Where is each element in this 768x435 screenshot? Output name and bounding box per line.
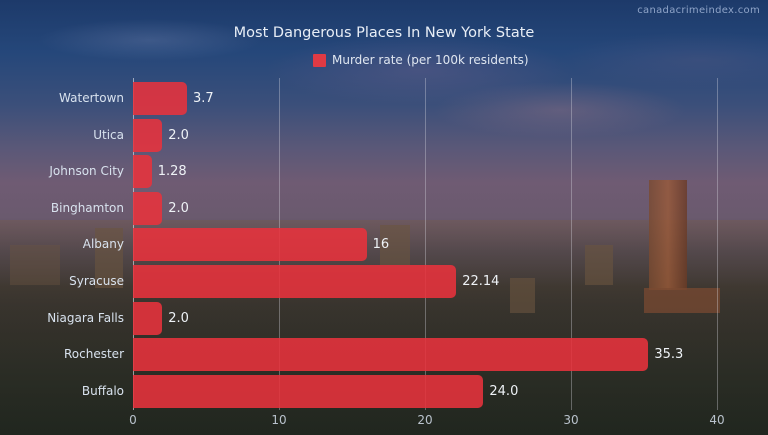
bar[interactable] xyxy=(133,82,188,115)
bar-value-label: 1.28 xyxy=(157,164,187,180)
category-label: Niagara Falls xyxy=(47,310,124,325)
background-building xyxy=(585,245,613,285)
background-tower-base xyxy=(644,288,720,313)
category-label: Watertown xyxy=(59,91,124,105)
bar[interactable] xyxy=(133,228,367,262)
x-tick-label: 0 xyxy=(129,413,137,427)
x-tick-label: 10 xyxy=(271,413,287,427)
background-building xyxy=(380,225,410,265)
background-tower xyxy=(649,180,687,290)
bar[interactable] xyxy=(133,155,152,189)
bar[interactable] xyxy=(133,374,484,408)
legend-label: Murder rate (per 100k residents) xyxy=(332,53,529,67)
category-label: Buffalo xyxy=(81,383,124,398)
category-label: Utica xyxy=(93,127,124,142)
background-building xyxy=(95,228,123,288)
bar[interactable] xyxy=(133,301,163,335)
category-label: Binghamton xyxy=(50,200,124,215)
bar-value-label: 2.0 xyxy=(168,127,189,143)
bar-value-label: 2.0 xyxy=(168,310,189,326)
background-building xyxy=(10,245,60,285)
legend-swatch xyxy=(313,53,326,67)
gridline xyxy=(425,78,426,410)
chart-title: Most Dangerous Places In New York State xyxy=(233,25,535,41)
background-building xyxy=(510,278,535,313)
category-label: Rochester xyxy=(64,347,124,362)
gridline xyxy=(571,78,572,410)
category-label: Johnson City xyxy=(49,164,124,179)
bar-value-label: 3.7 xyxy=(193,91,214,106)
bar-value-label: 22.14 xyxy=(462,274,500,289)
bar-value-label: 24.0 xyxy=(489,383,519,399)
x-tick-label: 30 xyxy=(563,413,579,427)
bar[interactable] xyxy=(133,118,163,152)
watermark: canadacrimeindex.com xyxy=(637,5,760,16)
plot-area: 3.7 2.0 1.28 2.0 16 22.14 2.0 35.3 24.0 xyxy=(133,78,733,410)
x-tick-label: 40 xyxy=(709,413,725,427)
category-label: Albany xyxy=(82,237,124,252)
bar-value-label: 35.3 xyxy=(654,347,684,363)
bar-value-label: 2.0 xyxy=(168,200,189,216)
x-tick-label: 20 xyxy=(417,413,433,427)
bar[interactable] xyxy=(133,191,163,225)
bar[interactable] xyxy=(133,265,457,298)
bar[interactable] xyxy=(133,338,649,372)
bar-value-label: 16 xyxy=(372,237,390,253)
gridline xyxy=(717,78,718,410)
legend: Murder rate (per 100k residents) xyxy=(313,53,529,67)
category-label: Syracuse xyxy=(69,274,124,288)
sky-background xyxy=(0,0,768,200)
